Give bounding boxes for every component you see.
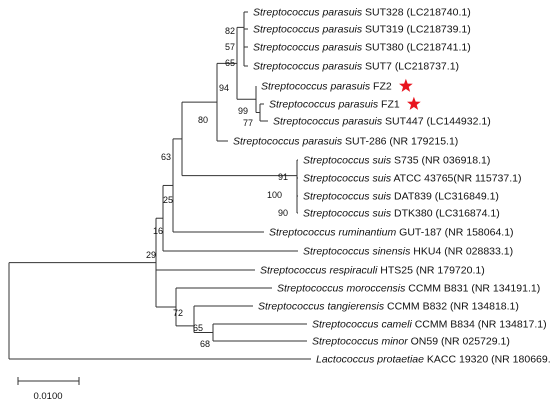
bootstrap-value: 65	[193, 323, 203, 333]
scale-bar: 0.0100	[17, 377, 80, 402]
taxon-labels: Streptococcus parasuis SUT328 (LC218740.…	[233, 7, 550, 366]
highlight-star-icon	[407, 96, 421, 110]
highlight-star-icon	[399, 78, 413, 92]
taxon-strain: CCMM B831 (NR 134191.1)	[405, 283, 540, 295]
taxon-label: Streptococcus suis DTK380 (LC316874.1)	[303, 208, 500, 220]
taxon-strain: ATCC 43765(NR 115737.1)	[391, 173, 521, 185]
taxon-strain: SUT328 (LC218740.1)	[362, 7, 471, 19]
taxon-species: Streptococcus sinensis	[303, 246, 411, 258]
taxon-species: Streptococcus cameli	[312, 319, 412, 331]
taxon-species: Lactococcus protaetiae	[316, 354, 424, 366]
bootstrap-value: 29	[146, 250, 156, 260]
taxon-label: Lactococcus protaetiae KACC 19320 (NR 18…	[316, 354, 550, 366]
taxon-species: Streptococcus parasuis	[269, 99, 379, 111]
taxon-species: Streptococcus suis	[303, 191, 392, 203]
taxon-strain: SUT380 (LC218741.1)	[362, 42, 471, 54]
taxon-species: Streptococcus moroccensis	[277, 283, 406, 295]
taxon-label: Streptococcus cameli CCMM B834 (NR 13481…	[312, 319, 547, 331]
taxon-species: Streptococcus parasuis	[253, 24, 363, 36]
taxon-strain: DTK380 (LC316874.1)	[391, 208, 500, 220]
bootstrap-value: 90	[278, 208, 288, 218]
taxon-strain: CCMM B832 (NR 134818.1)	[384, 301, 519, 313]
taxon-strain: HKU4 (NR 028833.1)	[410, 246, 513, 258]
bootstrap-value: 25	[163, 195, 173, 205]
bootstrap-labels: 82 57 65 94 99 77 80 63 91 100 90 25 16 29 72 65 68	[146, 26, 288, 349]
taxon-strain: KACC 19320 (NR 180669.1)	[424, 354, 550, 366]
taxon-label: Streptococcus parasuis SUT319 (LC218739.…	[253, 24, 471, 36]
taxon-species: Streptococcus parasuis	[273, 116, 383, 128]
taxon-label: Streptococcus tangierensis CCMM B832 (NR…	[258, 301, 519, 313]
taxon-species: Streptococcus tangierensis	[258, 301, 385, 313]
taxon-strain: ON59 (NR 025729.1)	[408, 336, 510, 348]
taxon-species: Streptococcus suis	[303, 155, 392, 167]
taxon-species: Streptococcus parasuis	[253, 61, 363, 73]
taxon-species: Streptococcus minor	[312, 336, 408, 348]
taxon-strain: FZ1	[378, 99, 400, 111]
bootstrap-value: 91	[278, 172, 288, 182]
taxon-strain: DAT839 (LC316849.1)	[391, 191, 499, 203]
taxon-strain: SUT7 (LC218737.1)	[362, 61, 459, 73]
taxon-label: Streptococcus parasuis FZ1	[269, 99, 400, 111]
bootstrap-value: 16	[153, 226, 163, 236]
taxon-label: Streptococcus parasuis SUT-286 (NR 17921…	[233, 136, 458, 148]
bootstrap-value: 82	[225, 26, 235, 36]
taxon-strain: S735 (NR 036918.1)	[391, 155, 490, 167]
bootstrap-value: 99	[238, 106, 248, 116]
bootstrap-value: 100	[267, 190, 282, 200]
taxon-label: Streptococcus minor ON59 (NR 025729.1)	[312, 336, 510, 348]
taxon-strain: GUT-187 (NR 158064.1)	[396, 227, 513, 239]
taxon-strain: HTS25 (NR 179720.1)	[377, 265, 484, 277]
taxon-species: Streptococcus parasuis	[233, 136, 343, 148]
scale-bar-label: 0.0100	[33, 391, 62, 402]
bootstrap-value: 77	[243, 118, 253, 128]
taxon-species: Streptococcus respiraculi	[260, 265, 378, 277]
taxon-strain: CCMM B834 (NR 134817.1)	[412, 319, 547, 331]
taxon-strain: SUT447 (LC144932.1)	[382, 116, 491, 128]
bootstrap-value: 80	[198, 115, 208, 125]
bootstrap-value: 94	[219, 83, 229, 93]
taxon-label: Streptococcus moroccensis CCMM B831 (NR …	[277, 283, 540, 295]
bootstrap-value: 57	[225, 42, 235, 52]
bootstrap-value: 72	[173, 308, 183, 318]
taxon-label: Streptococcus parasuis SUT380 (LC218741.…	[253, 42, 471, 54]
taxon-label: Streptococcus parasuis SUT7 (LC218737.1)	[253, 61, 459, 73]
taxon-species: Streptococcus parasuis	[253, 42, 363, 54]
taxon-species: Streptococcus suis	[303, 208, 392, 220]
taxon-label: Streptococcus sinensis HKU4 (NR 028833.1…	[303, 246, 513, 258]
taxon-label: Streptococcus parasuis SUT328 (LC218740.…	[253, 7, 471, 19]
taxon-species: Streptococcus parasuis	[253, 7, 363, 19]
taxon-label: Streptococcus respiraculi HTS25 (NR 1797…	[260, 265, 485, 277]
taxon-label: Streptococcus suis DAT839 (LC316849.1)	[303, 191, 499, 203]
tree-branches	[8, 11, 311, 360]
taxon-species: Streptococcus ruminantium	[269, 227, 396, 239]
taxon-label: Streptococcus parasuis FZ2	[261, 81, 392, 93]
bootstrap-value: 68	[200, 339, 210, 349]
taxon-species: Streptococcus suis	[303, 173, 392, 185]
taxon-strain: SUT-286 (NR 179215.1)	[342, 136, 458, 148]
taxon-label: Streptococcus suis ATCC 43765(NR 115737.…	[303, 173, 521, 185]
taxon-label: Streptococcus ruminantium GUT-187 (NR 15…	[269, 227, 514, 239]
taxon-label: Streptococcus parasuis SUT447 (LC144932.…	[273, 116, 491, 128]
taxon-species: Streptococcus parasuis	[261, 81, 371, 93]
taxon-strain: SUT319 (LC218739.1)	[362, 24, 471, 36]
taxon-label: Streptococcus suis S735 (NR 036918.1)	[303, 155, 490, 167]
bootstrap-value: 63	[161, 152, 171, 162]
bootstrap-value: 65	[225, 58, 235, 68]
taxon-strain: FZ2	[370, 81, 392, 93]
